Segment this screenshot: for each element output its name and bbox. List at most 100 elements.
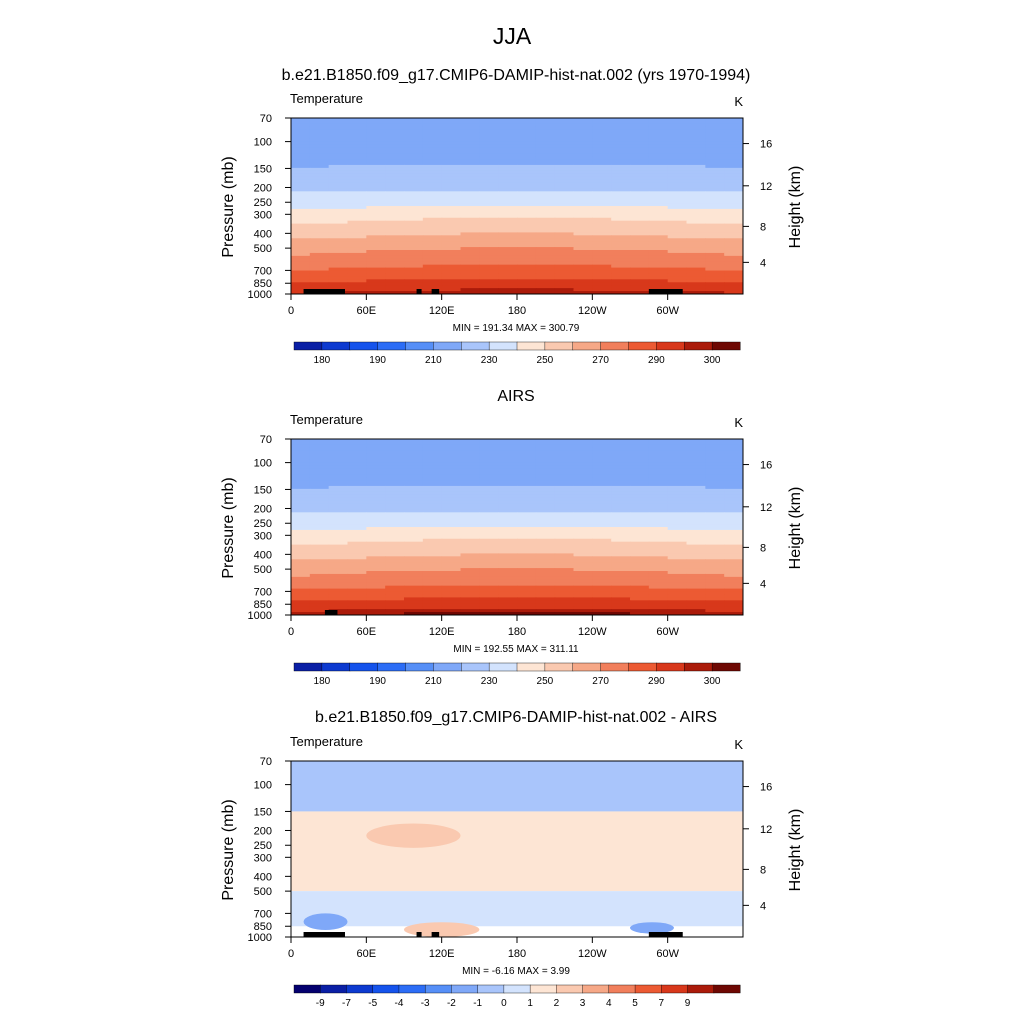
contour-cell bbox=[404, 220, 424, 225]
contour-cell bbox=[611, 232, 631, 236]
contour-cell bbox=[648, 491, 669, 496]
contour-cell bbox=[686, 535, 706, 540]
contour-cell bbox=[309, 468, 330, 472]
colorbar-label: 180 bbox=[314, 355, 331, 366]
contour-cell bbox=[611, 441, 631, 446]
contour-cell bbox=[517, 229, 537, 233]
contour-cell bbox=[366, 544, 386, 549]
contour-cell bbox=[498, 491, 518, 496]
contour-cell bbox=[705, 509, 725, 513]
contour-cell bbox=[404, 600, 424, 604]
contour-cell bbox=[592, 255, 612, 260]
contour-cell bbox=[441, 244, 462, 248]
contour-cell bbox=[479, 588, 499, 593]
contour-cell bbox=[441, 509, 462, 513]
contour-cell bbox=[441, 565, 462, 569]
contour-cell bbox=[291, 579, 311, 584]
contour-cell bbox=[385, 282, 405, 286]
contour-cell bbox=[648, 120, 669, 125]
contour-cell bbox=[592, 609, 612, 613]
contour-cell bbox=[724, 194, 743, 198]
y-tick-label: 1000 bbox=[248, 610, 272, 622]
contour-cell bbox=[366, 462, 386, 466]
difference-region bbox=[291, 891, 743, 927]
contour-cell bbox=[385, 535, 405, 540]
contour-cell bbox=[385, 261, 405, 266]
contour-cell bbox=[347, 521, 367, 525]
contour-cell bbox=[385, 191, 405, 195]
contour-cell bbox=[517, 200, 537, 204]
colorbar-label: 190 bbox=[369, 355, 386, 366]
contour-cell bbox=[667, 600, 688, 604]
contour-cell bbox=[366, 258, 386, 263]
contour-cell bbox=[630, 170, 650, 175]
contour-cell bbox=[705, 285, 725, 289]
contour-cell bbox=[498, 600, 518, 604]
contour-cell bbox=[648, 182, 669, 187]
contour-cell bbox=[479, 185, 499, 189]
contour-cell bbox=[328, 538, 349, 543]
contour-cell bbox=[498, 541, 518, 546]
contour-cell bbox=[611, 173, 631, 178]
contour-cell bbox=[592, 606, 612, 610]
colorbar-swatch bbox=[544, 662, 574, 672]
contour-cell bbox=[573, 179, 593, 184]
contour-cell bbox=[479, 547, 499, 552]
contour-cell bbox=[441, 494, 462, 499]
contour-cell bbox=[535, 450, 556, 455]
contour-cell bbox=[667, 447, 688, 452]
contour-cell bbox=[667, 126, 688, 131]
contour-cell bbox=[630, 474, 650, 478]
contour-cell bbox=[479, 535, 499, 540]
contour-cell bbox=[667, 153, 688, 157]
contour-cell bbox=[328, 491, 349, 496]
contour-cell bbox=[630, 512, 650, 516]
contour-cell bbox=[347, 118, 367, 122]
contour-cell bbox=[535, 247, 556, 251]
contour-cell bbox=[441, 273, 462, 277]
contour-cell bbox=[630, 162, 650, 166]
contour-cell bbox=[328, 488, 349, 493]
contour-cell bbox=[366, 477, 386, 481]
contour-cell bbox=[592, 506, 612, 510]
contour-cell bbox=[573, 559, 593, 563]
contour-cell bbox=[554, 480, 575, 484]
contour-cell bbox=[724, 197, 743, 201]
contour-cell bbox=[573, 597, 593, 601]
contour-cell bbox=[592, 579, 612, 584]
contour-cell bbox=[611, 282, 631, 286]
contour-cell bbox=[460, 252, 480, 257]
contour-cell bbox=[611, 497, 631, 502]
contour-cell bbox=[686, 252, 706, 257]
contour-cell bbox=[422, 441, 443, 446]
contour-cell bbox=[441, 150, 462, 154]
contour-cell bbox=[347, 562, 367, 566]
contour-cell bbox=[705, 538, 725, 543]
contour-cell bbox=[422, 250, 443, 254]
contour-cell bbox=[705, 288, 725, 292]
contour-cell bbox=[648, 194, 669, 198]
contour-cell bbox=[611, 450, 631, 455]
colorbar-label: -7 bbox=[342, 998, 351, 1009]
contour-cell bbox=[517, 285, 537, 289]
contour-cell bbox=[498, 465, 518, 469]
contour-cell bbox=[554, 559, 575, 563]
contour-cell bbox=[479, 453, 499, 458]
contour-cell bbox=[705, 167, 725, 172]
contour-cell bbox=[630, 471, 650, 475]
contour-cell bbox=[498, 182, 518, 187]
contour-cell bbox=[460, 250, 480, 254]
contour-cell bbox=[573, 550, 593, 554]
contour-cell bbox=[667, 217, 688, 222]
contour-cell bbox=[328, 206, 349, 210]
contour-cell bbox=[592, 153, 612, 157]
contour-cell bbox=[328, 197, 349, 201]
contour-cell bbox=[460, 200, 480, 204]
contour-cell bbox=[686, 453, 706, 458]
contour-cell bbox=[724, 282, 743, 286]
contour-cell bbox=[592, 521, 612, 525]
contour-cell bbox=[309, 203, 330, 207]
contour-cell bbox=[328, 208, 349, 213]
contour-cell bbox=[705, 118, 725, 122]
contour-cell bbox=[479, 556, 499, 560]
